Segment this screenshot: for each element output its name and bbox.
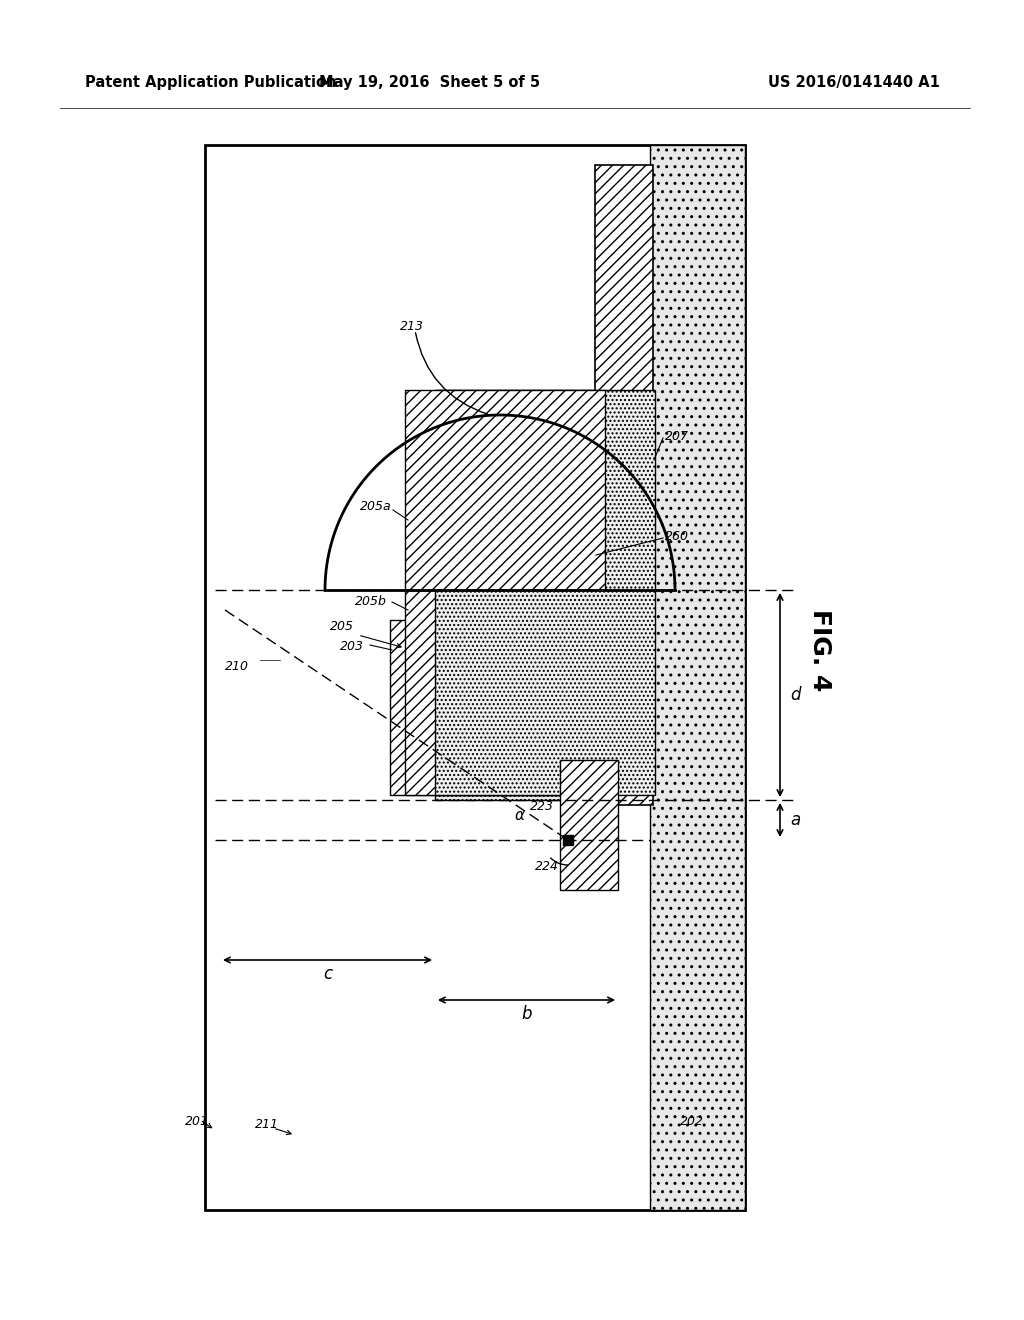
Text: 207: 207 — [665, 430, 689, 444]
Text: US 2016/0141440 A1: US 2016/0141440 A1 — [768, 74, 940, 90]
Text: c: c — [323, 965, 332, 983]
Text: b: b — [521, 1005, 531, 1023]
Text: 205b: 205b — [355, 595, 387, 609]
Text: 210: 210 — [225, 660, 249, 673]
Bar — [560, 760, 618, 890]
Bar — [435, 389, 655, 795]
Text: 205a: 205a — [360, 500, 391, 513]
Bar — [390, 620, 605, 795]
Text: 224: 224 — [535, 861, 559, 873]
Bar — [406, 389, 605, 590]
Text: Patent Application Publication: Patent Application Publication — [85, 74, 337, 90]
Bar — [406, 590, 605, 795]
Text: 260: 260 — [665, 531, 689, 543]
Text: 223: 223 — [530, 800, 554, 813]
Text: a: a — [790, 810, 800, 829]
Text: 203: 203 — [340, 640, 364, 653]
Bar — [595, 165, 653, 805]
Text: 202: 202 — [680, 1115, 705, 1129]
Text: May 19, 2016  Sheet 5 of 5: May 19, 2016 Sheet 5 of 5 — [319, 74, 541, 90]
Text: 211: 211 — [255, 1118, 279, 1131]
Text: d: d — [790, 686, 801, 704]
Bar — [435, 389, 595, 800]
Text: 213: 213 — [400, 319, 424, 333]
Text: 201: 201 — [185, 1115, 209, 1129]
Text: 205: 205 — [330, 620, 354, 634]
Text: FIG. 4: FIG. 4 — [808, 609, 831, 692]
Text: α: α — [515, 808, 525, 822]
Bar — [650, 145, 745, 1210]
Bar — [205, 145, 745, 1210]
